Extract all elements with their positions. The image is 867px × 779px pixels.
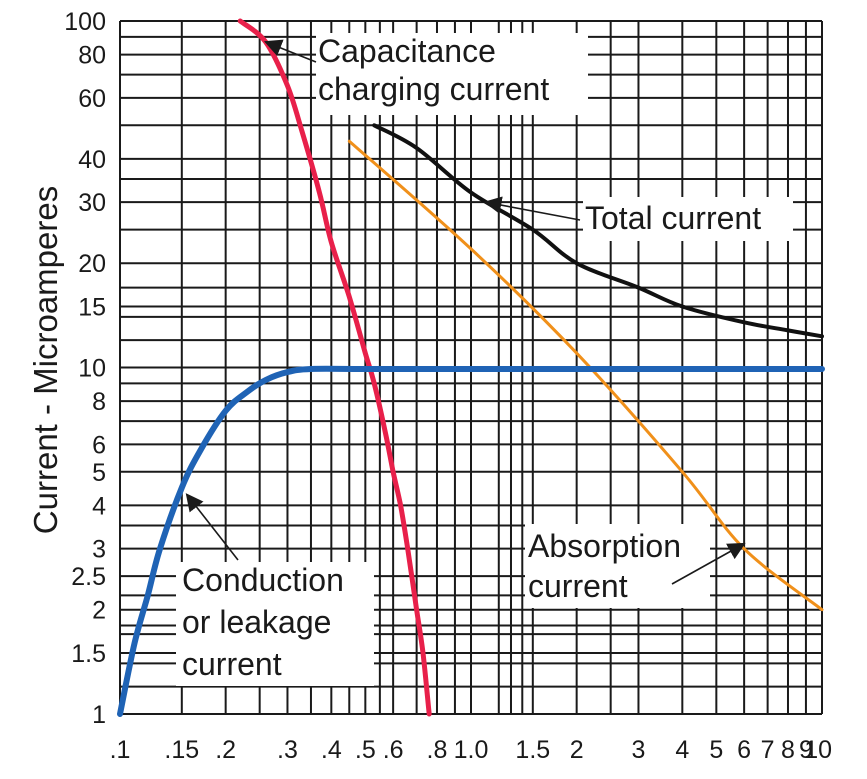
x-tick-label: .1	[110, 736, 131, 764]
annotation-text: charging current	[318, 71, 549, 107]
y-tick-label: 1	[92, 701, 106, 729]
x-tick-label: 2	[570, 736, 584, 764]
x-tick-labels: .1 .15 .2 .3 .4 .5.6 .8 1.0 1.5 2 3 4 5 6 7 8 910	[110, 736, 832, 764]
x-tick-label: 10	[804, 736, 832, 764]
annotation-arrow	[185, 493, 239, 561]
annotation-arrow	[671, 542, 746, 585]
x-tick-label: 6	[737, 736, 751, 764]
y-tick-label: 1.5	[71, 640, 106, 668]
x-tick-label: .5	[355, 736, 376, 764]
y-tick-label: 8	[92, 388, 106, 416]
x-tick-label: 1.0	[454, 736, 489, 764]
annotation-text: current	[182, 646, 282, 682]
y-tick-label: 100	[64, 8, 106, 36]
y-tick-label: 5	[92, 459, 106, 487]
y-tick-label: 60	[78, 85, 106, 113]
x-tick-label: 8	[781, 736, 795, 764]
x-tick-label: .2	[215, 736, 236, 764]
x-tick-label: 9	[799, 736, 813, 764]
x-tick-label: 1.5	[515, 736, 550, 764]
y-tick-label: 10	[78, 355, 106, 383]
x-tick-label: 5	[709, 736, 723, 764]
series-line	[372, 123, 824, 339]
series-lines	[117, 18, 825, 717]
y-tick-label: 40	[78, 146, 106, 174]
y-tick-label: 80	[78, 42, 106, 70]
annotation-background	[525, 524, 710, 608]
y-tick-label: 15	[78, 293, 106, 321]
annotation-background	[583, 197, 793, 241]
annotation-arrow	[483, 196, 581, 221]
x-tick-label: 4	[675, 736, 689, 764]
y-tick-label: 3	[92, 536, 106, 564]
y-tick-label: 30	[78, 189, 106, 217]
y-tick-labels: 1 1.5 2 2.53 4 56 8 10 15 20 30 40 60 80 100	[64, 8, 106, 729]
x-tick-label: 3	[632, 736, 646, 764]
annotation-text: Conduction	[182, 562, 344, 598]
y-tick-label: 2.5	[71, 563, 106, 591]
annotation-text: Capacitance	[318, 33, 496, 69]
y-axis-label: Current - Microamperes	[27, 186, 64, 534]
annotation-background	[316, 33, 588, 115]
series-line	[117, 365, 825, 717]
y-tick-label: 20	[78, 250, 106, 278]
y-tick-label: 2	[92, 597, 106, 625]
annotation-background	[176, 562, 374, 686]
annotation-arrow	[264, 39, 317, 63]
annotation-text: Total current	[585, 200, 761, 236]
annotation-text: or leakage	[182, 604, 331, 640]
y-tick-label: 6	[92, 431, 106, 459]
y-tick-label: 4	[92, 492, 106, 520]
annotation-text: Absorption	[528, 528, 681, 564]
x-tick-label: .3	[277, 736, 298, 764]
x-tick-label: .6	[383, 736, 404, 764]
annotation-text: current	[528, 568, 628, 604]
x-tick-label: .8	[427, 736, 448, 764]
x-tick-label: .15	[164, 736, 199, 764]
x-tick-label: 7	[761, 736, 775, 764]
x-tick-label: .4	[321, 736, 342, 764]
